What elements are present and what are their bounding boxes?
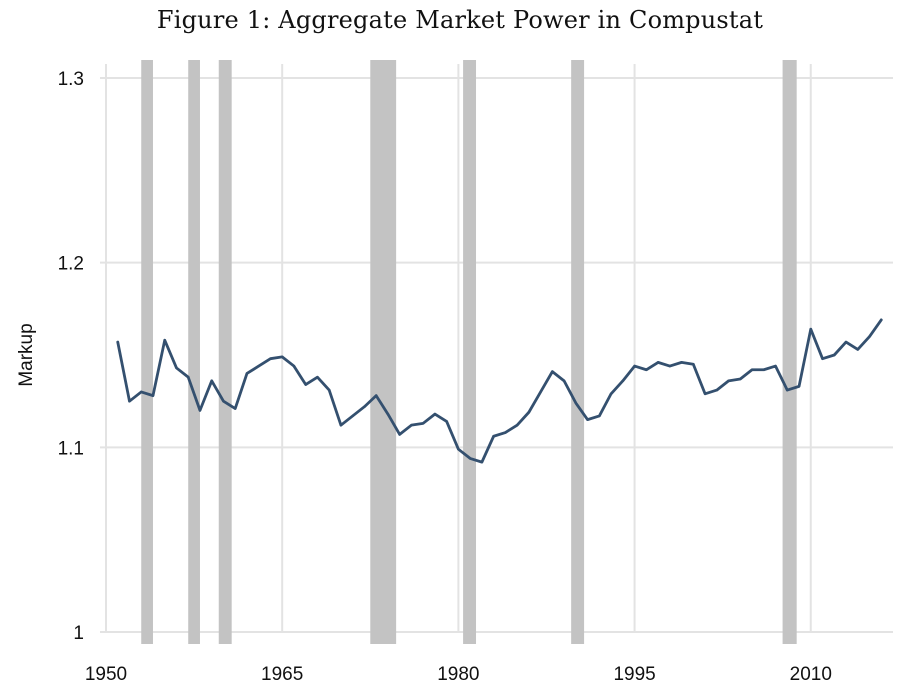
- recession-band: [141, 60, 153, 644]
- x-axis-ticks: 1950 1965 1980 1995 2010: [85, 664, 832, 685]
- markup-point: [421, 422, 425, 425]
- markup-point: [833, 353, 836, 357]
- markup-point: [680, 361, 683, 364]
- markup-point: [151, 394, 155, 397]
- y-tick-label: 1.3: [58, 69, 84, 90]
- markup-point: [703, 392, 707, 395]
- markup-point: [433, 412, 437, 416]
- markup-point: [128, 399, 131, 403]
- markup-point: [327, 388, 331, 392]
- markup-point: [504, 431, 507, 434]
- markup-line: [116, 318, 883, 464]
- markup-point: [609, 392, 613, 395]
- markup-point: [257, 364, 260, 368]
- recession-band: [370, 60, 397, 644]
- markup-point: [868, 335, 871, 338]
- markup-point: [351, 414, 354, 418]
- markup-point: [515, 423, 519, 427]
- markup-point: [234, 407, 237, 410]
- y-axis-ticks: 1 1.1 1.2 1.3: [58, 69, 84, 644]
- gridlines: [100, 64, 893, 633]
- markup-point: [245, 372, 249, 375]
- markup-point: [539, 390, 542, 394]
- markup-point: [316, 375, 319, 379]
- markup-point: [562, 379, 566, 383]
- markup-point: [410, 423, 413, 427]
- markup-point: [551, 370, 554, 373]
- markup-point: [457, 447, 460, 451]
- markup-point: [821, 357, 824, 360]
- markup-point: [645, 368, 648, 371]
- y-tick-label: 1.2: [58, 254, 84, 275]
- y-tick-label: 1: [73, 623, 84, 644]
- markup-point: [163, 339, 166, 342]
- markup-point: [727, 379, 730, 383]
- markup-point: [363, 405, 366, 408]
- markup-point: [668, 364, 672, 368]
- x-tick-label: 1965: [261, 664, 303, 685]
- markup-point: [198, 409, 202, 412]
- markup-point: [844, 340, 848, 344]
- markup-point: [856, 348, 859, 351]
- x-tick-label: 1950: [85, 664, 127, 685]
- x-tick-label: 1995: [613, 664, 655, 685]
- markup-point: [480, 460, 484, 464]
- markup-point: [750, 368, 754, 371]
- markup-point: [809, 327, 812, 331]
- markup-point: [280, 355, 284, 359]
- markup-point: [880, 318, 883, 322]
- markup-point: [527, 411, 531, 414]
- markup-point: [492, 435, 495, 438]
- recession-bands: [141, 60, 797, 644]
- recession-band: [218, 60, 232, 644]
- recession-band: [463, 60, 477, 644]
- markup-point: [398, 433, 401, 436]
- markup-point: [304, 383, 307, 386]
- markup-point: [292, 364, 296, 368]
- x-tick-label: 1980: [437, 664, 479, 685]
- markup-point: [598, 414, 601, 418]
- markup-point: [692, 363, 695, 366]
- markup-point: [187, 375, 190, 379]
- markup-point: [116, 340, 119, 344]
- markup-point: [762, 368, 765, 371]
- markup-point: [445, 420, 448, 423]
- markup-point: [633, 364, 636, 368]
- y-axis-label: Markup: [16, 323, 37, 386]
- markup-point: [656, 361, 660, 364]
- recession-band: [188, 60, 200, 644]
- markup-point: [468, 457, 472, 460]
- markup-point: [339, 423, 343, 427]
- markup-point: [210, 379, 213, 383]
- markup-point: [574, 401, 578, 405]
- y-tick-label: 1.1: [58, 438, 84, 459]
- markup-point: [774, 364, 777, 368]
- markup-point: [797, 385, 801, 388]
- markup-point: [269, 357, 272, 360]
- recession-band: [571, 60, 585, 644]
- markup-point: [222, 399, 225, 403]
- markup-point: [739, 377, 742, 381]
- markup-point: [786, 388, 789, 392]
- markup-point: [621, 379, 625, 383]
- x-tick-label: 2010: [790, 664, 832, 685]
- recession-band: [782, 60, 797, 644]
- markup-series: [116, 318, 883, 464]
- figure-title: Figure 1: Aggregate Market Power in Comp…: [156, 6, 764, 34]
- markup-point: [374, 394, 378, 397]
- markup-point: [715, 388, 719, 392]
- markup-point: [175, 366, 178, 370]
- markup-point: [386, 412, 390, 416]
- markup-point: [586, 418, 589, 421]
- markup-point: [140, 390, 143, 394]
